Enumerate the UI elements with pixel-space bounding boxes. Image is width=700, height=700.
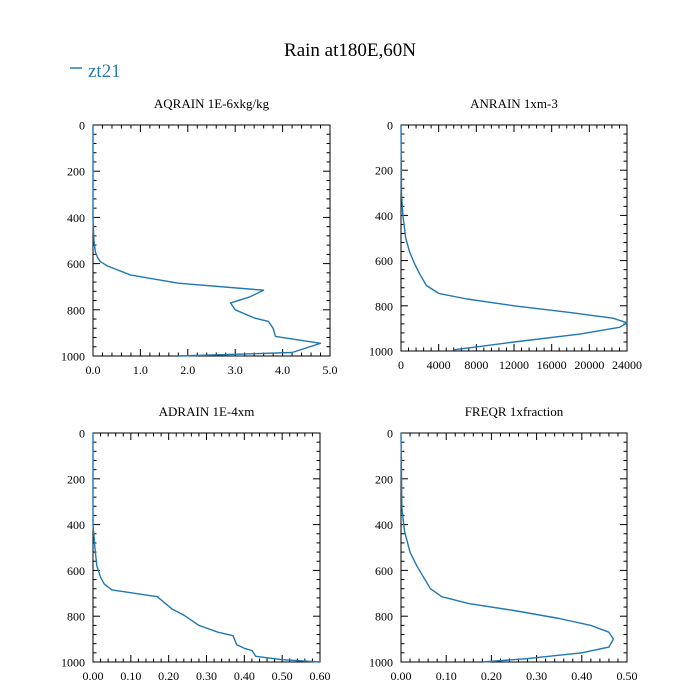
x-tick-label: 4.0: [275, 363, 290, 377]
x-tick-label: 0.50: [272, 669, 293, 683]
y-tick-label: 1000: [369, 345, 393, 359]
x-tick-label: 2.0: [180, 363, 195, 377]
x-tick-label: 5.0: [323, 363, 338, 377]
legend-label: zt21: [88, 61, 121, 82]
y-tick-label: 0: [387, 119, 393, 133]
y-tick-label: 400: [67, 211, 85, 225]
x-tick-label: 0.30: [526, 669, 547, 683]
y-tick-label: 600: [375, 254, 393, 268]
series-line-zt21: [400, 124, 628, 351]
y-tick-label: 400: [375, 209, 393, 223]
x-tick-label: 3.0: [228, 363, 243, 377]
y-tick-label: 1000: [61, 656, 85, 670]
y-tick-label: 0: [387, 427, 393, 441]
x-tick-label: 0: [398, 358, 404, 372]
y-tick-label: 200: [375, 472, 393, 486]
x-tick-label: 0.30: [196, 669, 217, 683]
x-tick-label: 0.10: [120, 669, 141, 683]
series-line-zt21: [400, 432, 615, 663]
panel-title: FREQR 1xfraction: [465, 404, 564, 419]
panels: AQRAIN 1E-6xkg/kg 0.0 1.0 2.0 3.0 4.0 5.0 0 200 4…: [61, 96, 642, 683]
y-tick-label: 600: [67, 257, 85, 271]
y-tick-label: 400: [375, 518, 393, 532]
x-tick-label: 1.0: [133, 363, 148, 377]
y-tick-label: 800: [375, 610, 393, 624]
y-tick-label: 200: [375, 164, 393, 178]
x-tick-label: 4000: [427, 358, 451, 372]
y-tick-label: 0: [79, 119, 85, 133]
x-tick-label: 0.50: [617, 669, 638, 683]
panel-title: AQRAIN 1E-6xkg/kg: [154, 96, 270, 111]
plot-frame: [92, 124, 331, 357]
panel-title: ANRAIN 1xm-3: [470, 96, 558, 111]
y-tick-label: 1000: [369, 656, 393, 670]
x-tick-label: 0.40: [234, 669, 255, 683]
x-tick-label: 0.60: [310, 669, 331, 683]
y-tick-label: 200: [67, 472, 85, 486]
y-tick-label: 1000: [61, 350, 85, 364]
chart-panel-3: ADRAIN 1E-4xm 0.00 0.10 0.20 0.30 0.40 0.50 0.6…: [61, 404, 331, 683]
x-tick-label: 0.00: [83, 669, 104, 683]
x-tick-label: 12000: [499, 358, 529, 372]
panel-title: ADRAIN 1E-4xm: [159, 404, 255, 419]
legend: zt21: [70, 61, 121, 82]
y-tick-label: 800: [67, 303, 85, 317]
y-tick-label: 800: [67, 610, 85, 624]
y-tick-label: 600: [375, 564, 393, 578]
x-tick-label: 24000: [612, 358, 642, 372]
series-line-zt21: [92, 125, 322, 357]
x-tick-label: 0.0: [86, 363, 101, 377]
x-tick-label: 0.20: [158, 669, 179, 683]
y-tick-label: 200: [67, 165, 85, 179]
y-tick-label: 800: [375, 299, 393, 313]
y-tick-label: 400: [67, 518, 85, 532]
x-tick-label: 0.40: [571, 669, 592, 683]
x-tick-label: 16000: [537, 358, 567, 372]
x-tick-label: 20000: [574, 358, 604, 372]
x-tick-label: 0.00: [391, 669, 412, 683]
x-tick-label: 0.20: [481, 669, 502, 683]
figure-title: Rain at180E,60N: [284, 40, 416, 61]
chart-panel-1: AQRAIN 1E-6xkg/kg 0.0 1.0 2.0 3.0 4.0 5.0 0 200 4…: [61, 96, 338, 377]
y-tick-label: 600: [67, 564, 85, 578]
plot-frame: [400, 432, 628, 663]
chart-panel-2: ANRAIN 1xm-30 4000 8000 12000 16000 20000 2400…: [369, 96, 642, 372]
x-tick-label: 0.10: [436, 669, 457, 683]
series-line-zt21: [92, 433, 321, 663]
x-tick-label: 8000: [464, 358, 488, 372]
y-tick-label: 0: [79, 427, 85, 441]
plot-frame: [400, 124, 628, 352]
chart-panel-4: FREQR 1xfraction 0.00 0.10 0.20 0.30 0.40 0.50…: [369, 404, 638, 683]
